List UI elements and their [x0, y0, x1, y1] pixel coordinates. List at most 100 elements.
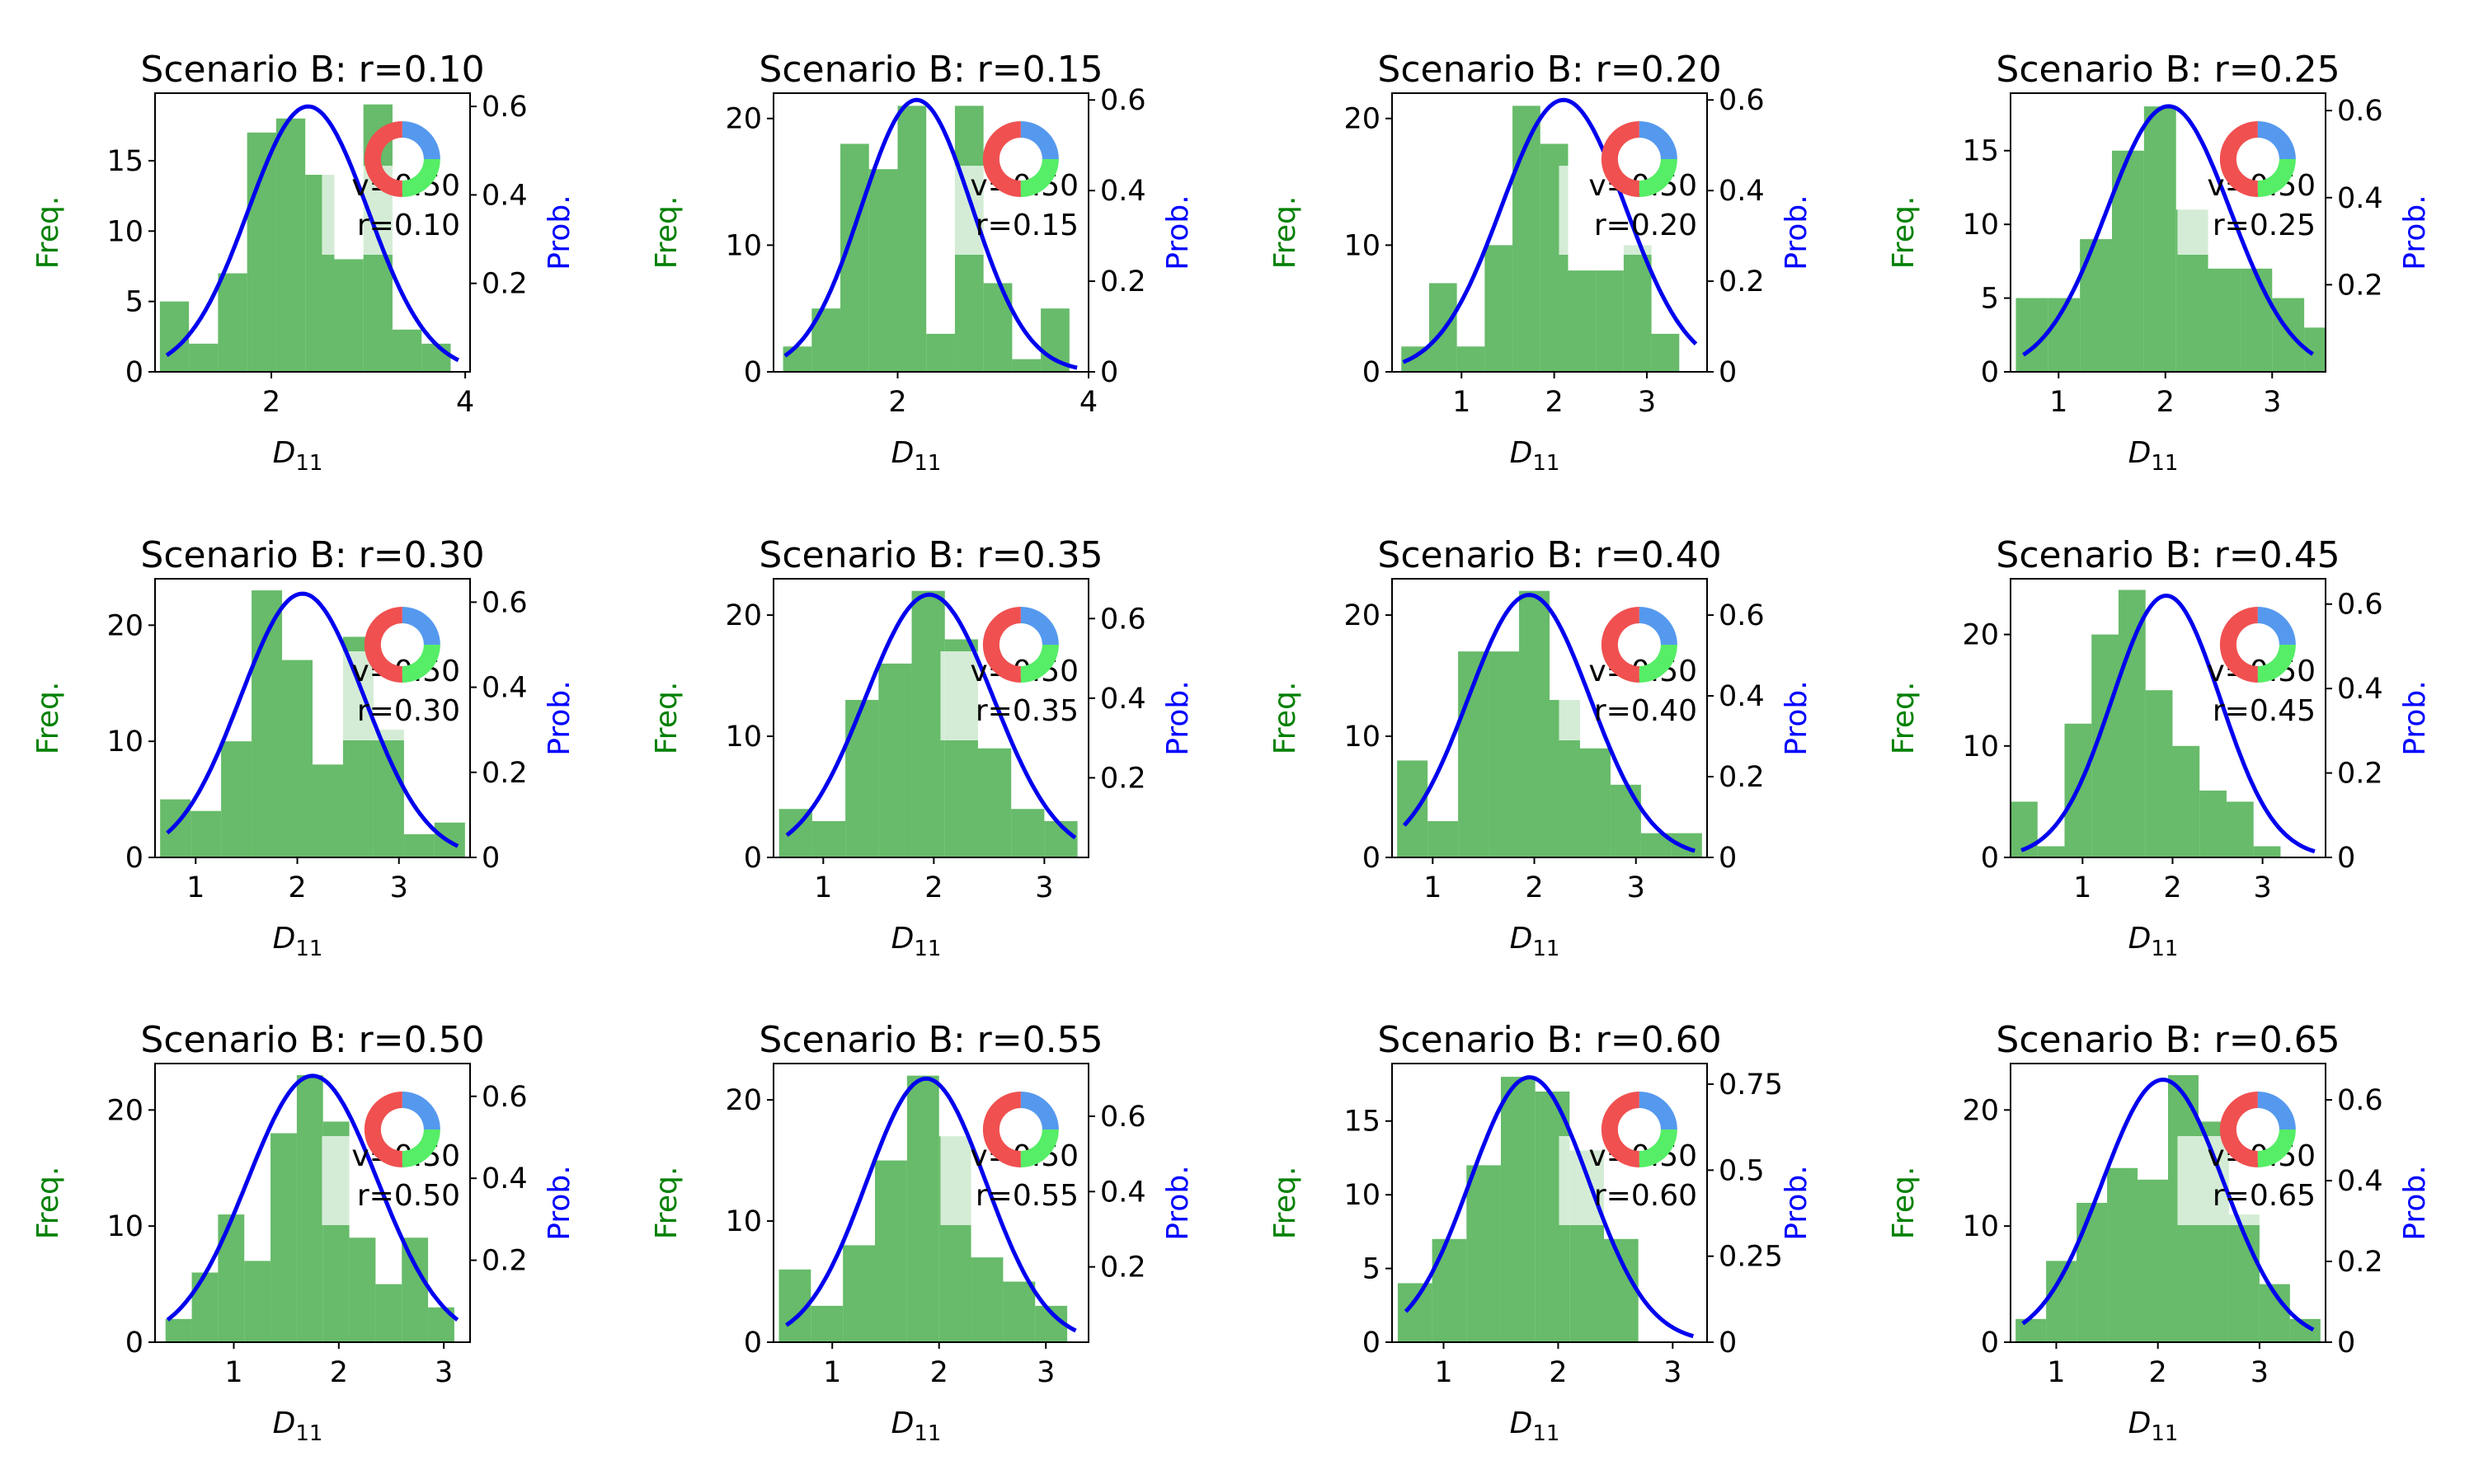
donut-segment-green	[2257, 159, 2296, 197]
histogram-bar	[218, 1214, 245, 1342]
x-axis-label-sub: 11	[1532, 1421, 1559, 1446]
histogram-bar	[334, 259, 364, 372]
right-y-tick-label: 0.6	[482, 586, 528, 619]
donut-segment-blue	[2257, 121, 2296, 159]
axes-frame	[154, 1063, 471, 1343]
plot-area	[778, 590, 1078, 857]
histogram-bar	[2145, 690, 2173, 857]
x-tick-label: 2	[262, 386, 280, 419]
x-tick-label: 2	[1525, 871, 1543, 904]
donut-segment-green	[1639, 159, 1677, 197]
x-axis-label-sub: 11	[914, 937, 941, 961]
histogram-bar	[2172, 745, 2200, 857]
x-axis-label: D11	[1510, 922, 1560, 961]
donut-segment-green	[2257, 645, 2296, 683]
x-axis-label: D11	[273, 436, 323, 476]
x-tick-label: 1	[2047, 1356, 2065, 1389]
left-y-tick-label: 5	[125, 286, 143, 319]
histogram-bar	[1603, 1238, 1639, 1342]
left-y-axis-label: Freq.	[31, 196, 65, 270]
left-y-tick-label: 0	[744, 842, 762, 875]
normal-curve	[2022, 104, 2314, 357]
x-tick-label: 1	[1423, 871, 1442, 904]
left-y-tick-label: 15	[106, 145, 143, 178]
donut-segment-green	[1020, 1129, 1059, 1167]
left-y-tick-label: 0	[125, 1327, 143, 1360]
left-y-tick-label: 0	[744, 1327, 762, 1360]
donut-segment-blue	[1639, 607, 1677, 645]
histogram-bar	[1397, 1283, 1432, 1342]
donut-segment-blue	[2257, 607, 2296, 645]
x-axis-label-main: D	[2128, 436, 2152, 470]
legend-r-text: r=0.25	[2213, 209, 2316, 242]
histogram-bar	[2199, 790, 2227, 857]
histogram-bar	[1651, 333, 1680, 372]
donut-segment-red	[364, 121, 402, 197]
right-y-tick-label: 0.4	[482, 672, 528, 705]
histogram-bar	[2015, 298, 2048, 372]
histogram-bar	[165, 1318, 192, 1342]
left-y-tick-label: 10	[1343, 229, 1380, 262]
plot-area	[1401, 97, 1698, 372]
x-tick-label: 3	[435, 1356, 453, 1389]
right-y-tick-label: 0.25	[1719, 1241, 1783, 1274]
right-y-tick-label: 0.2	[1100, 1252, 1146, 1284]
plot-area	[1397, 590, 1702, 857]
right-y-tick-label: 0	[1719, 842, 1737, 875]
right-y-axis-label: Prob.	[1161, 1165, 1195, 1240]
legend-r-text: r=0.30	[357, 694, 460, 728]
histogram-bar	[2077, 1203, 2108, 1342]
histogram-bar	[897, 106, 927, 372]
axes-frame	[2010, 92, 2326, 373]
subplot-title: Scenario B: r=0.55	[759, 1019, 1103, 1061]
x-axis-label-sub: 11	[914, 451, 941, 476]
left-y-tick-label: 0	[125, 356, 143, 389]
right-y-tick-label: 0.6	[1719, 599, 1765, 632]
legend-r-text: r=0.45	[2213, 694, 2316, 728]
x-axis-label-main: D	[891, 922, 915, 956]
donut-segment-blue	[402, 1092, 440, 1129]
subplot-title: Scenario B: r=0.40	[1377, 534, 1721, 576]
subplot-title: Scenario B: r=0.25	[1996, 49, 2340, 91]
histogram-bar	[421, 343, 451, 372]
histogram-bar	[1568, 270, 1597, 372]
x-tick-label: 1	[224, 1356, 242, 1389]
x-axis-label: D11	[1510, 1407, 1560, 1446]
histogram-bar	[971, 1257, 1004, 1342]
histogram-bar	[868, 169, 898, 372]
histogram-bar	[375, 1284, 402, 1342]
right-y-axis-label: Prob.	[543, 195, 576, 270]
donut-segment-green	[1639, 645, 1677, 683]
x-axis-label-main: D	[891, 436, 915, 470]
right-y-tick-label: 0.2	[2337, 1246, 2383, 1279]
right-y-tick-label: 0.6	[1719, 84, 1765, 117]
right-y-tick-label: 0.5	[1719, 1154, 1765, 1187]
x-tick-label: 2	[2163, 871, 2181, 904]
histogram-bar	[1500, 1077, 1536, 1342]
normal-curve	[2020, 593, 2316, 854]
left-y-tick-label: 10	[1962, 1210, 1999, 1243]
right-y-tick-label: 0	[1719, 1327, 1737, 1360]
histogram-bar	[392, 329, 422, 372]
left-y-tick-label: 0	[1981, 356, 1999, 389]
donut-segment-red	[364, 607, 402, 683]
normal-curve	[165, 104, 460, 363]
right-y-axis-label: Prob.	[1161, 680, 1195, 755]
left-y-tick-label: 20	[725, 1084, 762, 1117]
x-axis-label-sub: 11	[295, 451, 322, 476]
right-y-tick-label: 0.6	[1100, 1101, 1146, 1134]
right-y-tick-label: 0.4	[2337, 182, 2383, 215]
left-y-axis-label: Freq.	[31, 1167, 65, 1240]
right-y-tick-label: 0.2	[1719, 761, 1765, 794]
axes-frame	[154, 92, 471, 373]
donut-segment-red	[1601, 121, 1639, 197]
histogram-bar	[875, 1160, 907, 1342]
histogram-bar	[191, 1272, 219, 1342]
histogram-bar	[1456, 346, 1485, 372]
left-y-tick-label: 10	[106, 726, 143, 758]
left-y-tick-label: 15	[1343, 1106, 1380, 1139]
